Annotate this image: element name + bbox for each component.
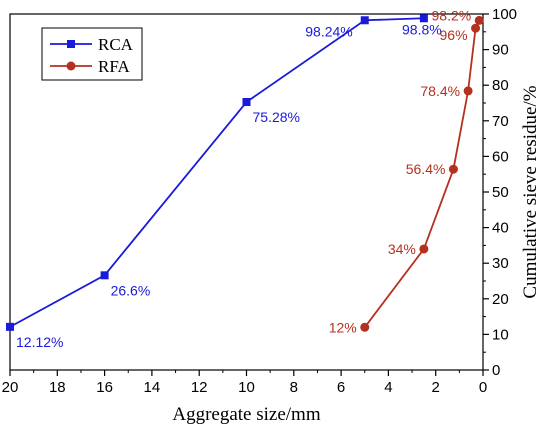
legend-label-rfa: RFA [98,57,131,76]
data-label-rfa: 12% [329,319,357,335]
data-label-rca: 98.8% [402,21,442,37]
x-tick-label: 6 [337,379,345,396]
y-tick-label: 50 [492,184,509,201]
data-label-rfa: 96% [440,27,468,43]
y-tick-label: 90 [492,42,509,59]
y-tick-label: 70 [492,113,509,130]
y-tick-label: 10 [492,326,509,343]
data-label-rca: 26.6% [111,282,151,298]
data-point-rca [242,98,251,107]
x-axis-title: Aggregate size/mm [172,404,320,425]
y-tick-label: 100 [492,6,517,23]
y-axis-title: Cumulative sieve residue/% [520,85,541,298]
data-label-rfa: 78.4% [420,83,460,99]
data-point-rfa [474,15,484,25]
x-axis: 20 18 16 14 12 10 8 6 4 2 0 [2,370,487,396]
legend: RCA RFA [41,27,143,81]
data-point-rfa [463,86,473,96]
data-label-rfa: 98.2% [432,7,472,23]
legend-marker-rfa [66,61,76,71]
x-tick-label: 10 [238,379,255,396]
y-tick-label: 80 [492,77,509,94]
data-point-rfa [448,164,458,174]
x-tick-label: 20 [2,379,19,396]
y-axis: 0 10 20 30 40 50 60 70 80 90 100 [483,6,517,379]
x-tick-label: 14 [144,379,161,396]
y-tick-label: 30 [492,255,509,272]
y-tick-label: 60 [492,148,509,165]
x-tick-label: 2 [432,379,440,396]
x-tick-label: 0 [479,379,487,396]
data-label-rfa: 56.4% [406,161,446,177]
x-tick-label: 4 [384,379,392,396]
data-point-rca [6,322,14,331]
legend-label-rca: RCA [98,35,134,54]
x-tick-label: 12 [191,379,208,396]
data-point-rca [360,16,369,25]
data-label-rca: 12.12% [16,334,63,350]
y-tick-label: 20 [492,291,509,308]
data-point-rfa [360,322,370,332]
data-label-rca: 75.28% [253,109,300,125]
data-label-rca: 98.24% [305,23,352,39]
data-point-rfa [471,23,481,33]
data-labels: 12.12% 26.6% 75.28% 98.24% 98.8% 12% 34% 56.4% 7… [16,7,471,349]
data-point-rca [419,14,428,23]
x-tick-label: 16 [96,379,113,396]
data-label-rfa: 34% [388,241,416,257]
legend-box [41,27,143,81]
data-point-rca [100,271,109,280]
y-tick-label: 40 [492,220,509,237]
x-tick-label: 8 [290,379,298,396]
data-point-rfa [419,244,429,254]
y-tick-label: 0 [492,362,500,379]
legend-marker-rca [67,40,75,48]
series-layer [6,14,484,332]
x-tick-label: 18 [49,379,66,396]
